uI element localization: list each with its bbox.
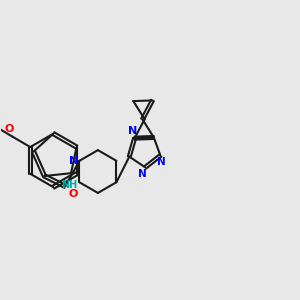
Text: NH: NH [61, 180, 78, 190]
Text: N: N [128, 126, 138, 136]
Text: N: N [138, 169, 147, 179]
Text: O: O [68, 189, 78, 200]
Text: N: N [69, 156, 79, 166]
Text: O: O [4, 124, 14, 134]
Text: N: N [158, 157, 166, 167]
